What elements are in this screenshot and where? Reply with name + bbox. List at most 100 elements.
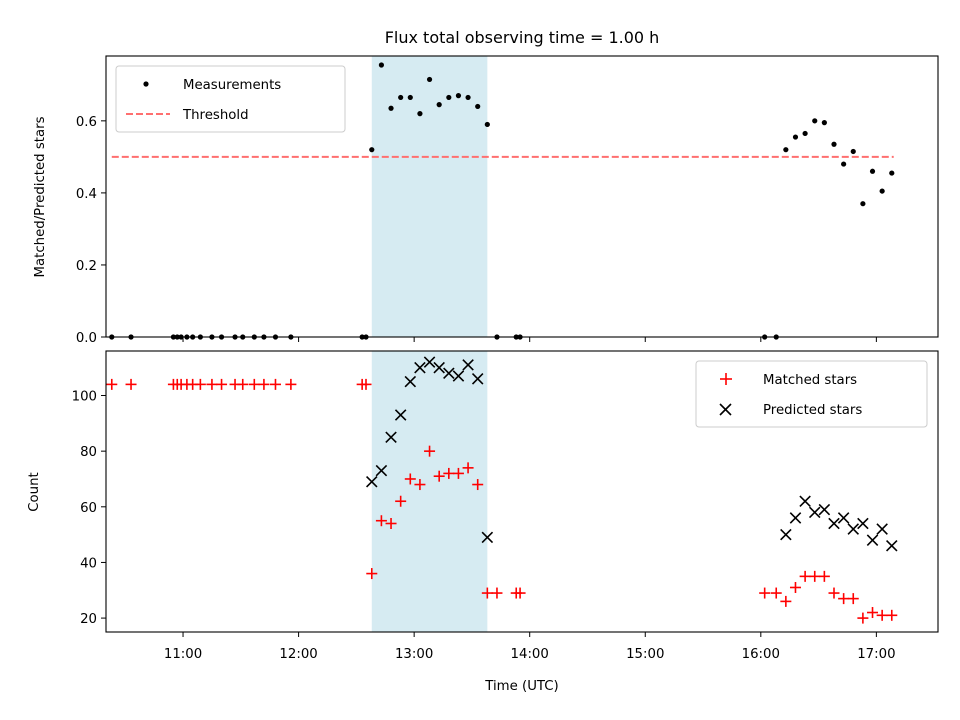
matched-star-point: [780, 595, 792, 607]
predicted-star-point: [414, 361, 426, 374]
matched-star-point: [237, 378, 249, 390]
measurement-point: [889, 170, 895, 176]
predicted-star-point: [385, 431, 397, 444]
measurement-point: [879, 188, 885, 194]
legend-measurements-marker: [143, 81, 149, 87]
top-y-axis-ticks: 0.0 0.2 0.4 0.6: [76, 115, 106, 346]
measurement-point: [821, 120, 827, 126]
matched-star-point: [462, 462, 474, 474]
matched-star-point: [491, 587, 503, 599]
predicted-star-point: [847, 523, 860, 535]
bottom-panel: 20 40 60 80 100 11:00 12:00 13:00 14:00 15:00 16:…: [27, 350, 939, 694]
matched-star-point: [375, 515, 387, 527]
y-tick-label: 20: [80, 612, 97, 627]
predicted-star-point: [452, 370, 465, 382]
x-tick-label: 14:00: [511, 647, 549, 662]
measurement-point: [465, 94, 471, 101]
matched-star-point: [395, 495, 407, 507]
top-plot-frame: [105, 55, 939, 338]
top-x-axis-ticks: [182, 337, 877, 342]
predicted-star-point: [366, 475, 378, 488]
legend-matched-label: Matched stars: [763, 373, 857, 388]
measurement-point: [783, 147, 789, 153]
y-tick-label: 40: [80, 556, 97, 571]
matched-star-point: [828, 587, 840, 599]
top-legend: Measurements Threshold: [115, 65, 346, 133]
x-tick-label: 12:00: [279, 647, 317, 662]
measurement-point: [369, 147, 375, 153]
matched-star-point: [770, 587, 782, 599]
x-tick-label: 16:00: [742, 647, 780, 662]
measurement-point: [869, 168, 876, 174]
measurement-point: [831, 141, 837, 147]
matched-star-point: [886, 609, 898, 621]
matched-star-point: [285, 378, 297, 390]
matched-star-point: [424, 445, 436, 457]
matched-star-point: [876, 609, 888, 621]
measurement-point: [426, 76, 433, 83]
predicted-star-point: [433, 361, 445, 374]
matched-star-point: [258, 378, 270, 390]
matched-star-point: [809, 570, 821, 582]
legend-matched-marker: [720, 373, 732, 385]
top-highlight-span: [371, 56, 488, 337]
legend-predicted-label: Predicted stars: [763, 403, 862, 418]
predicted-star-point: [375, 464, 388, 477]
predicted-star-point: [471, 373, 484, 385]
matched-star-point: [789, 581, 801, 593]
x-tick-label: 17:00: [857, 647, 895, 662]
predicted-star-point: [866, 534, 879, 546]
y-tick-label: 0.2: [76, 259, 97, 274]
matched-star-point: [269, 378, 281, 390]
legend-threshold-label: Threshold: [182, 108, 249, 123]
bottom-legend-box: [695, 360, 928, 428]
measurement-point: [802, 130, 808, 137]
matched-star-point: [514, 587, 526, 599]
measurement-point: [812, 118, 818, 124]
matched-star-point: [360, 378, 372, 390]
predicted-star-point: [799, 495, 811, 508]
predicted-star-point: [857, 517, 869, 530]
matched-star-point: [472, 479, 484, 491]
y-tick-label: 100: [72, 390, 97, 405]
x-tick-label: 13:00: [395, 647, 433, 662]
predicted-star-point: [808, 506, 821, 519]
x-tick-label: 11:00: [164, 647, 202, 662]
measurement-point: [860, 201, 866, 207]
matched-star-point: [248, 378, 260, 390]
matched-star-point: [443, 467, 455, 479]
measurement-point: [841, 161, 847, 167]
x-axis-label: Time (UTC): [484, 679, 559, 694]
matched-star-point: [481, 587, 493, 599]
matched-star-point: [106, 378, 118, 390]
y-tick-label: 0.0: [76, 331, 97, 346]
top-panel: 0.0 0.2 0.4 0.6 Matched/Predicted stars Mea…: [33, 55, 939, 346]
measurement-point: [850, 148, 856, 155]
predicted-star-point: [481, 531, 494, 544]
legend-measurements-label: Measurements: [183, 78, 281, 93]
predicted-star-point: [789, 512, 802, 524]
predicted-stars-points: [366, 356, 898, 552]
measurement-point: [446, 94, 452, 101]
y-tick-label: 60: [80, 501, 97, 516]
predicted-star-point: [423, 356, 436, 368]
matched-star-point: [366, 568, 378, 580]
measurement-point: [378, 62, 385, 68]
matched-star-point: [216, 378, 228, 390]
predicted-star-point: [837, 512, 850, 524]
matched-star-point: [857, 612, 869, 624]
measurement-point: [475, 103, 481, 110]
matched-star-point: [838, 593, 850, 605]
matched-star-point: [404, 473, 416, 485]
x-tick-label: 15:00: [626, 647, 664, 662]
predicted-star-point: [780, 528, 792, 541]
measurement-point: [388, 105, 394, 111]
predicted-star-point: [876, 523, 888, 535]
matched-star-point: [799, 570, 811, 582]
measurement-point: [407, 94, 413, 101]
matched-star-point: [818, 570, 830, 582]
measurement-point: [417, 111, 423, 117]
matched-star-point: [452, 467, 464, 479]
predicted-star-point: [462, 359, 474, 371]
